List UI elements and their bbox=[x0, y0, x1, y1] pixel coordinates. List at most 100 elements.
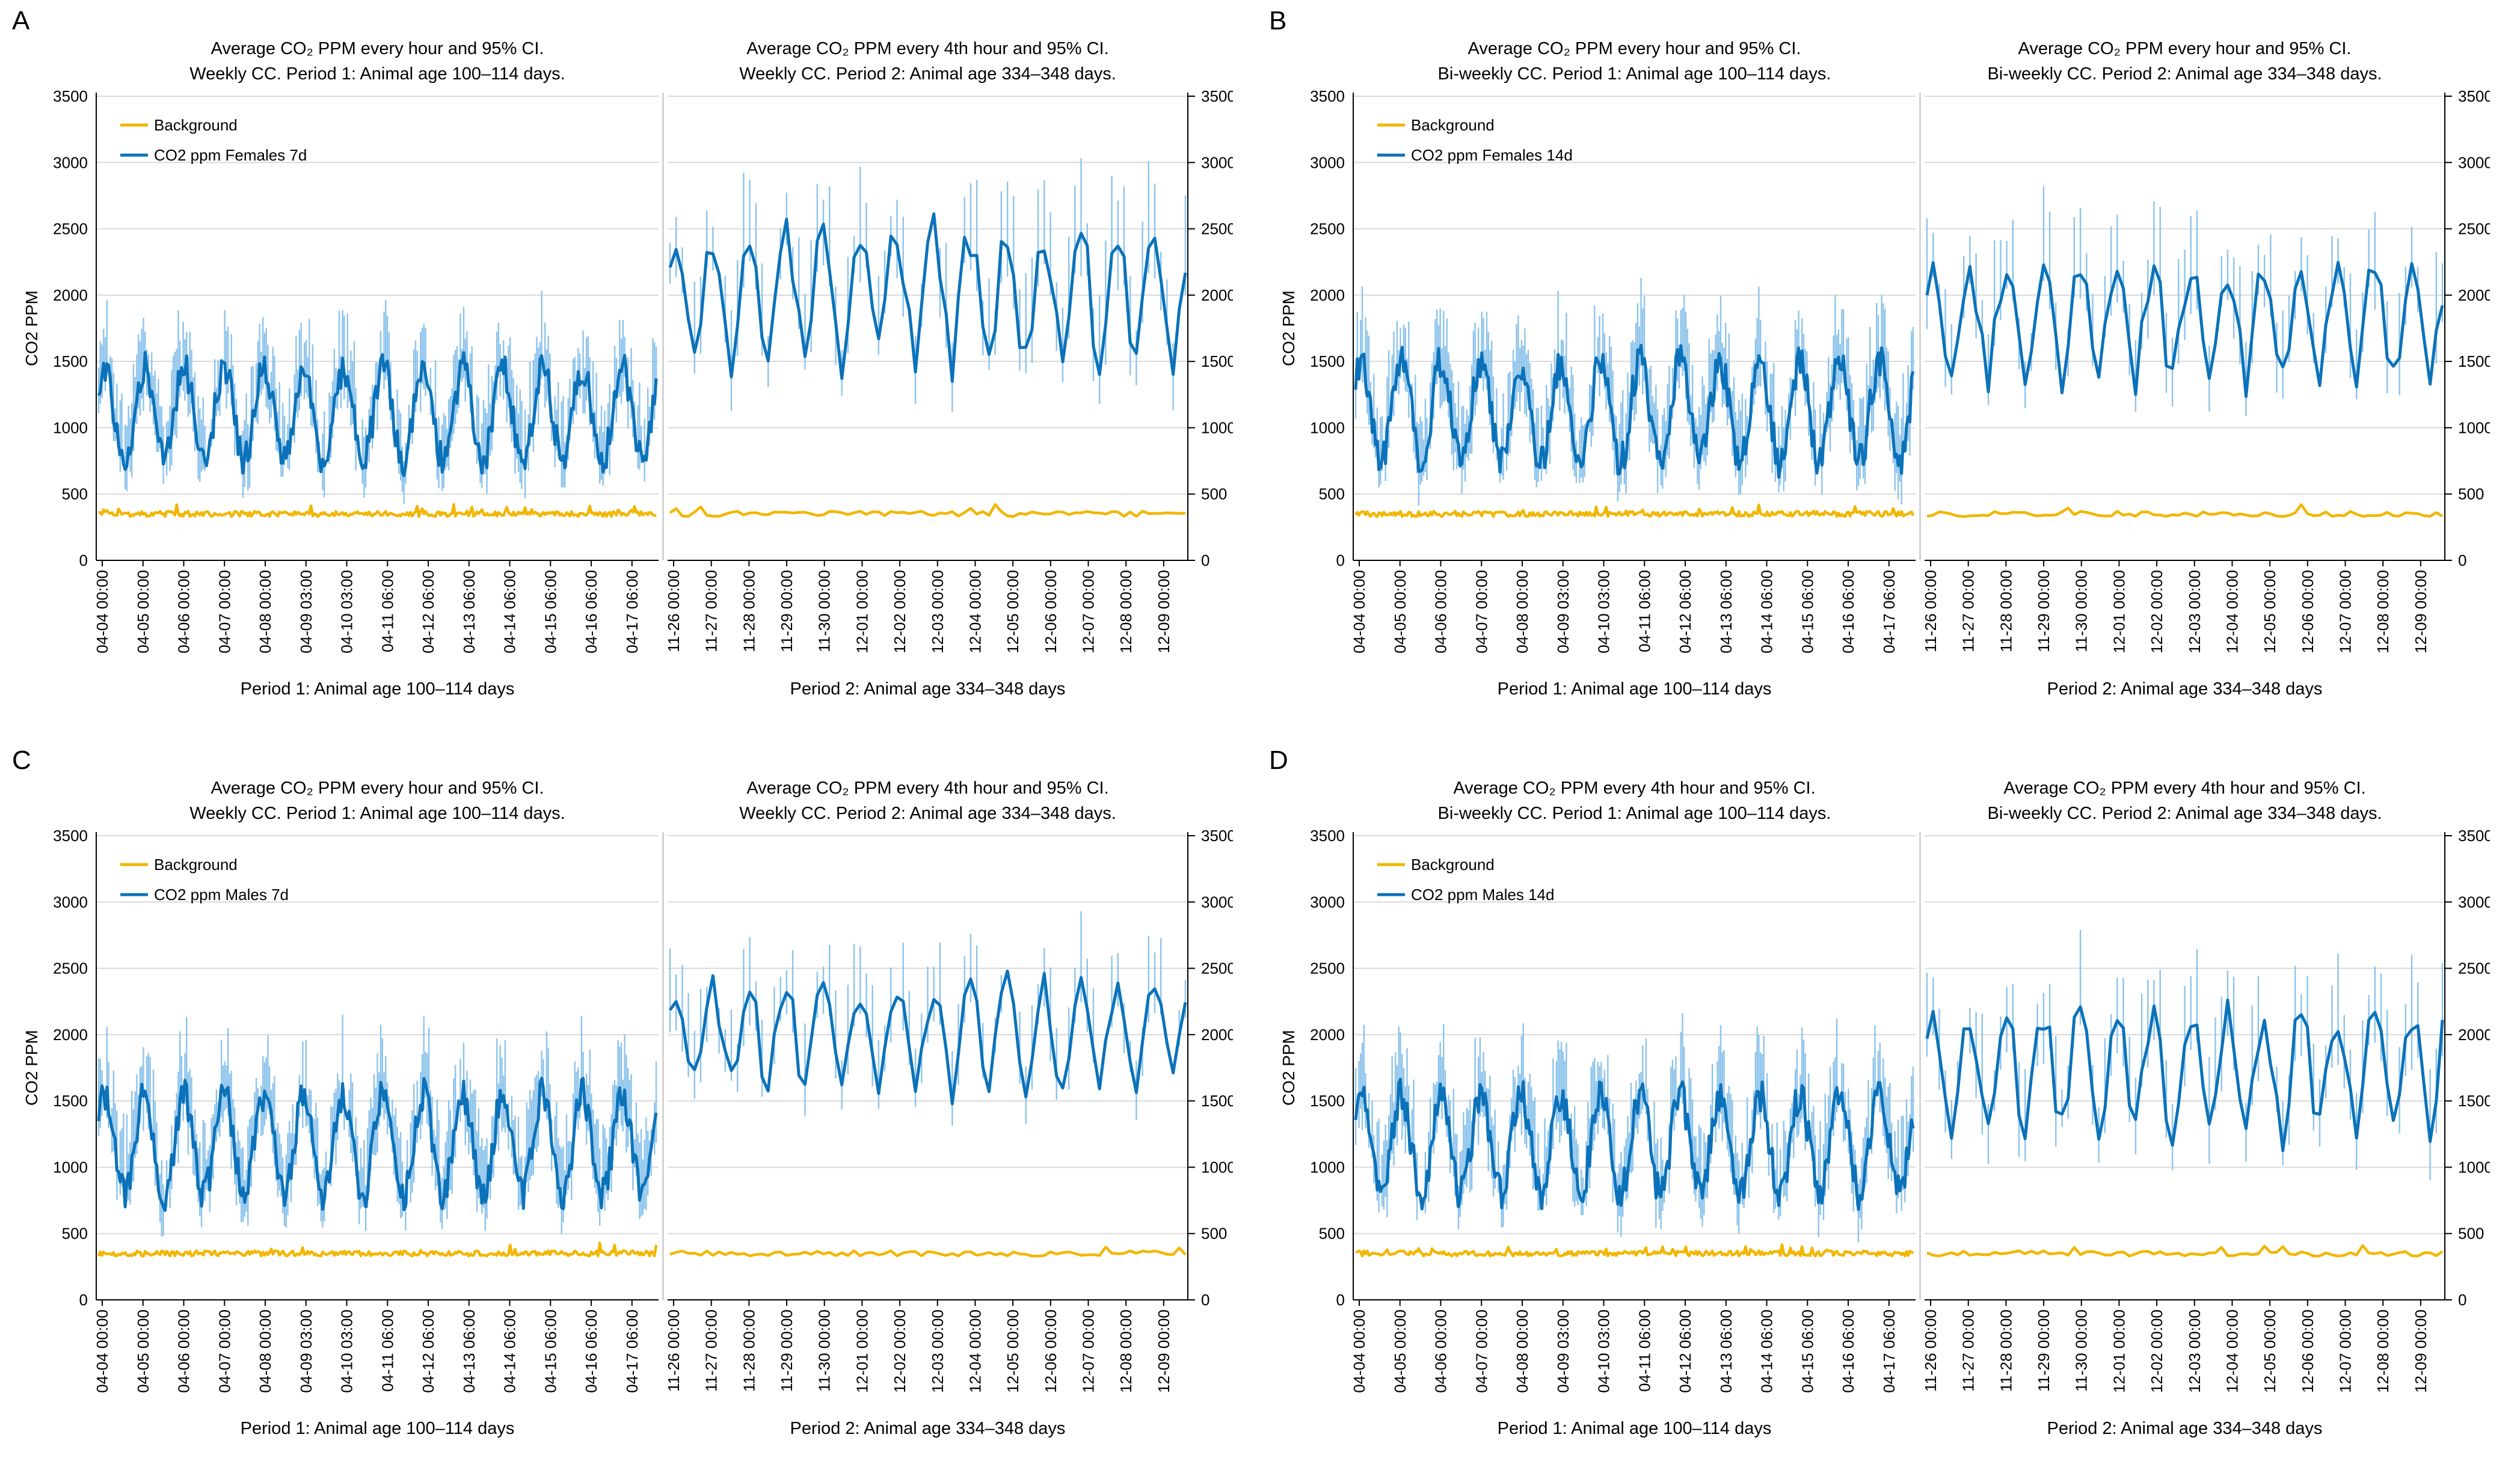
x-tick-label: 12-02 00:00 bbox=[891, 570, 909, 654]
y-tick-label-left: 0 bbox=[79, 551, 88, 569]
y-tick-label-left: 3500 bbox=[1310, 87, 1345, 105]
x-tick-label: 12-08 00:00 bbox=[2374, 1309, 2392, 1393]
y-tick-label-left: 0 bbox=[1336, 551, 1345, 569]
legend-label-background: Background bbox=[1411, 856, 1495, 874]
y-tick-label-right: 0 bbox=[2458, 551, 2466, 569]
x-tick-label: 04-17 06:00 bbox=[623, 1309, 641, 1393]
x-tick-label: 04-12 06:00 bbox=[1676, 1309, 1694, 1393]
y-tick-label-right: 1000 bbox=[1201, 1158, 1233, 1176]
y-tick-label-right: 3500 bbox=[1201, 87, 1233, 105]
x-tick-label: 04-04 00:00 bbox=[93, 570, 111, 654]
y-tick-label-right: 3500 bbox=[2458, 87, 2490, 105]
y-tick-label-left: 500 bbox=[62, 485, 88, 503]
y-tick-label-right: 1500 bbox=[2458, 352, 2490, 370]
co2-series-line-right bbox=[1925, 261, 2444, 398]
x-tick-label: 04-10 03:00 bbox=[1595, 570, 1613, 654]
background-line-right bbox=[669, 1246, 1187, 1258]
y-axis-label: CO2 PPM bbox=[22, 1030, 41, 1106]
x-tick-label: 04-11 06:00 bbox=[378, 1309, 396, 1392]
x-tick-label: 11-28 00:00 bbox=[1997, 1309, 2015, 1392]
y-tick-label-left: 2500 bbox=[53, 220, 88, 238]
y-tick-label-left: 1000 bbox=[1310, 418, 1345, 436]
x-tick-label: 04-13 06:00 bbox=[460, 570, 478, 654]
x-tick-label: 04-14 06:00 bbox=[1758, 570, 1776, 654]
y-tick-label-left: 0 bbox=[1336, 1291, 1345, 1309]
x-axis-label-left: Period 1: Animal age 100–114 days bbox=[1498, 679, 1772, 699]
x-tick-label: 04-11 06:00 bbox=[378, 570, 396, 652]
x-tick-label: 12-09 00:00 bbox=[2412, 570, 2430, 654]
x-tick-label: 04-15 06:00 bbox=[1798, 1309, 1816, 1393]
x-tick-label: 04-07 00:00 bbox=[215, 1309, 233, 1393]
background-line-left bbox=[1354, 503, 1915, 518]
x-tick-label: 11-26 00:00 bbox=[1922, 570, 1940, 652]
chart-title-right-line2: Weekly CC. Period 2: Animal age 334–348 … bbox=[739, 804, 1116, 823]
y-tick-label-right: 3000 bbox=[2458, 893, 2490, 911]
y-tick-label-right: 500 bbox=[2458, 1225, 2484, 1243]
x-tick-label: 04-08 00:00 bbox=[256, 570, 274, 654]
y-axis-label: CO2 PPM bbox=[22, 290, 41, 366]
y-tick-label-left: 3500 bbox=[53, 87, 88, 105]
y-tick-label-left: 0 bbox=[79, 1291, 88, 1309]
x-tick-label: 04-09 03:00 bbox=[297, 1309, 315, 1393]
y-tick-label-left: 500 bbox=[1319, 1225, 1345, 1243]
y-tick-label-left: 1500 bbox=[53, 352, 88, 370]
y-tick-label-left: 3000 bbox=[1310, 153, 1345, 171]
chart-title-right-line1: Average CO₂ PPM every 4th hour and 95% C… bbox=[746, 779, 1108, 798]
x-tick-label: 11-29 00:00 bbox=[2035, 570, 2053, 652]
chart-title-left-line1: Average CO₂ PPM every 4th hour and 95% C… bbox=[1453, 779, 1815, 798]
y-tick-label-left: 3000 bbox=[53, 153, 88, 171]
x-tick-label: 11-27 00:00 bbox=[702, 1309, 721, 1392]
x-tick-label: 11-27 00:00 bbox=[1959, 570, 1978, 652]
x-tick-label: 12-05 00:00 bbox=[2261, 1309, 2279, 1393]
y-tick-label-right: 1500 bbox=[1201, 352, 1233, 370]
legend-label-background: Background bbox=[154, 116, 238, 134]
x-tick-label: 11-30 00:00 bbox=[816, 1309, 834, 1392]
co2-series-line-right bbox=[668, 969, 1187, 1106]
x-tick-label: 12-08 00:00 bbox=[1117, 1309, 1135, 1393]
background-line-left bbox=[97, 1242, 658, 1258]
co2-series-line-right bbox=[668, 212, 1187, 383]
x-tick-label: 11-26 00:00 bbox=[665, 1309, 683, 1392]
y-tick-label-right: 1000 bbox=[1201, 418, 1233, 436]
y-tick-label-right: 0 bbox=[1201, 551, 1209, 569]
co2-series-line-left bbox=[1354, 344, 1915, 479]
y-axis-label: CO2 PPM bbox=[1279, 1030, 1298, 1106]
x-tick-label: 04-17 06:00 bbox=[1880, 1309, 1898, 1393]
x-axis-label-right: Period 2: Animal age 334–348 days bbox=[790, 1419, 1066, 1438]
x-tick-label: 04-12 06:00 bbox=[419, 570, 437, 654]
y-tick-label-left: 1500 bbox=[1310, 1092, 1345, 1110]
x-tick-label: 11-29 00:00 bbox=[778, 1309, 796, 1392]
x-tick-label: 12-03 00:00 bbox=[929, 1309, 947, 1393]
x-tick-label: 12-02 00:00 bbox=[2148, 570, 2166, 654]
panel-a: A 0 0 500 500 1000 1000 1500 1500 2000 2000 2500 25… bbox=[12, 6, 1233, 715]
chart-svg: 0 0 500 500 1000 1000 1500 1500 2000 2000 2500 2500… bbox=[1279, 39, 2490, 699]
legend: Background CO2 ppm Males 7d bbox=[120, 856, 289, 904]
y-tick-label-right: 2000 bbox=[2458, 1026, 2490, 1044]
y-tick-label-right: 2000 bbox=[1201, 286, 1233, 304]
x-tick-label: 04-12 06:00 bbox=[1676, 570, 1694, 654]
x-tick-label: 12-07 00:00 bbox=[1079, 1309, 1097, 1393]
y-tick-label-left: 500 bbox=[62, 1225, 88, 1243]
x-tick-label: 12-01 00:00 bbox=[853, 1309, 871, 1393]
x-tick-label: 04-15 06:00 bbox=[541, 1309, 559, 1393]
x-tick-label: 11-30 00:00 bbox=[816, 570, 834, 652]
co2-series-line-right bbox=[1925, 998, 2444, 1153]
co2-series-line-left bbox=[1354, 1077, 1915, 1211]
chart-svg: 0 0 500 500 1000 1000 1500 1500 2000 2000 2500 2500… bbox=[1279, 779, 2490, 1438]
y-tick-label-right: 1000 bbox=[2458, 1158, 2490, 1176]
x-tick-label: 04-10 03:00 bbox=[338, 570, 356, 654]
y-tick-label-right: 3000 bbox=[2458, 153, 2490, 171]
x-tick-label: 11-30 00:00 bbox=[2073, 1309, 2091, 1392]
x-tick-label: 12-06 00:00 bbox=[1042, 1309, 1060, 1393]
x-tick-label: 11-28 00:00 bbox=[740, 1309, 758, 1392]
panel-b: B 0 0 500 500 1000 1000 1500 1500 2000 2000 2500 25… bbox=[1269, 6, 2490, 715]
x-tick-label: 12-04 00:00 bbox=[2223, 1309, 2241, 1393]
background-line-right bbox=[669, 503, 1186, 518]
x-tick-label: 12-06 00:00 bbox=[2299, 1309, 2317, 1393]
panel-letter: A bbox=[12, 6, 30, 35]
x-tick-label: 04-07 00:00 bbox=[215, 570, 233, 654]
chart-title-left-line2: Weekly CC. Period 1: Animal age 100–114 … bbox=[189, 804, 565, 823]
legend-label-series: CO2 ppm Females 7d bbox=[154, 146, 307, 164]
chart-title-right-line1: Average CO₂ PPM every 4th hour and 95% C… bbox=[746, 39, 1108, 58]
